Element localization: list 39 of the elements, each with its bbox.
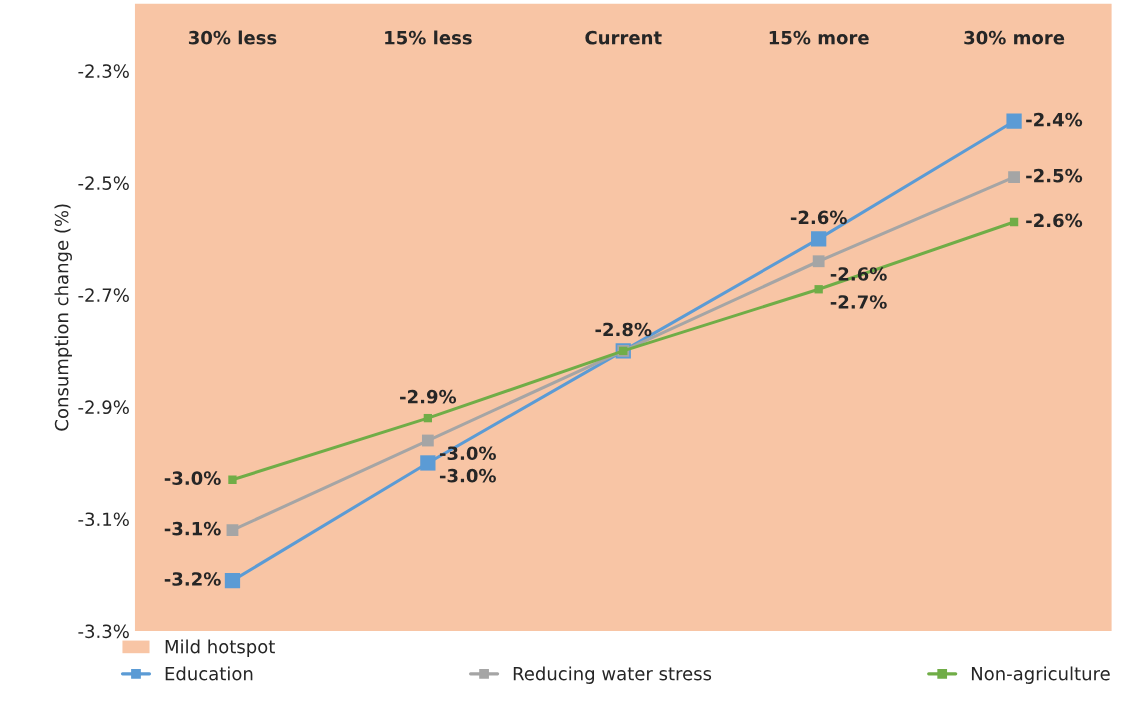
x-tick-label: 30% less — [188, 30, 277, 45]
x-tick-label: Current — [585, 30, 662, 45]
y-tick-label: -2.9% — [78, 400, 129, 415]
data-label: -3.2% — [164, 572, 221, 586]
y-tick-label: -3.3% — [78, 624, 129, 639]
x-tick-label: 15% more — [769, 30, 869, 45]
y-tick-label: -3.1% — [78, 512, 129, 527]
legend-label: Non-agriculture — [971, 666, 1110, 684]
point — [423, 413, 433, 423]
point — [420, 455, 436, 471]
point — [1009, 217, 1019, 227]
point — [421, 434, 434, 447]
data-label: -3.1% — [164, 521, 221, 536]
data-label: -2.9% — [400, 389, 457, 404]
point — [1008, 171, 1020, 184]
point — [812, 255, 825, 268]
data-label: -2.8% — [595, 322, 652, 337]
data-label: -2.5% — [1026, 168, 1083, 183]
point — [814, 285, 823, 294]
y-tick-label: -2.7% — [78, 288, 129, 302]
legend-label: Mild hotspot — [165, 639, 275, 657]
x-tick-label: 15% less — [385, 30, 472, 45]
data-label: -2.4% — [1026, 112, 1083, 127]
legend-label: Reducing water stress — [513, 666, 712, 684]
point — [1006, 113, 1022, 129]
data-label: -2.7% — [830, 295, 887, 309]
point — [226, 524, 239, 537]
y-tick-label: -2.5% — [78, 176, 129, 190]
legend-label: Education — [165, 666, 253, 681]
point — [811, 231, 827, 247]
y-axis-title: Consumption change (%) — [54, 204, 72, 431]
x-tick-label: 30% more — [964, 30, 1065, 45]
point — [224, 572, 241, 589]
y-tick-label: -2.3% — [78, 64, 129, 78]
data-label: -2.6% — [1026, 213, 1083, 228]
data-label: -3.0% — [164, 471, 221, 485]
data-label: -2.6% — [790, 210, 847, 225]
data-label: -3.0% — [439, 468, 496, 483]
point — [228, 475, 237, 484]
